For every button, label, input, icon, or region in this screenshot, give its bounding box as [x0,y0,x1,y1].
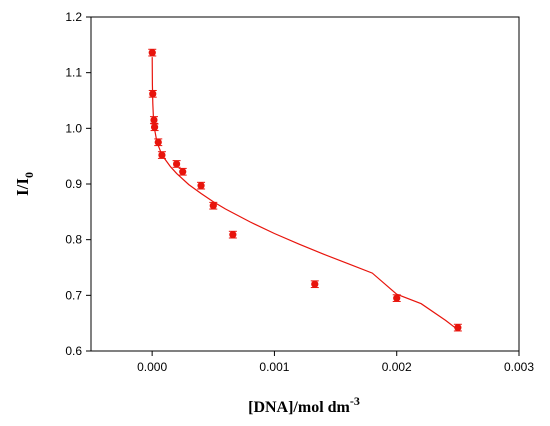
data-point [149,116,158,124]
data-point [178,167,187,176]
y-tick-label: 1.2 [65,10,82,24]
axis-ticks: 0.000 0.001 0.002 0.003 0.6 0.7 0.8 0.9 1.0 1.1 1.… [65,10,534,374]
data-point [154,138,163,147]
data-point [209,201,218,210]
fit-curve [151,57,459,331]
y-tick-label: 1.1 [65,66,82,80]
data-point [228,230,237,239]
data-points [148,48,462,332]
y-axis-title: I/I0 [13,172,36,196]
point-marker [197,182,205,190]
point-marker [154,138,162,146]
x-tick-label: 0.001 [259,360,289,374]
x-tick-label: 0.002 [382,360,412,374]
data-point [148,48,157,57]
data-point [392,294,401,302]
data-point [148,89,157,98]
data-point [150,123,159,132]
y-tick-label: 0.8 [65,233,82,247]
y-tick-label: 0.7 [65,288,82,302]
data-point [172,160,181,168]
point-marker [311,280,319,288]
y-tick-label: 0.6 [65,344,82,358]
point-marker [454,324,462,332]
point-marker [173,160,181,168]
x-axis-title-sup: -3 [350,394,360,408]
x-tick-label: 0.003 [504,360,534,374]
point-marker [229,231,237,239]
data-point [157,151,166,159]
x-axis-title-main: [DNA]/mol dm [248,399,350,416]
x-tick-label: 0.000 [137,360,167,374]
point-marker [179,168,187,176]
data-point [453,323,462,332]
point-marker [393,294,401,302]
y-axis-title-sub: 0 [22,172,36,178]
data-point [310,280,319,289]
point-marker [149,90,157,98]
x-axis-title: [DNA]/mol dm-3 [248,394,360,416]
point-marker [148,49,156,57]
point-marker [150,116,158,124]
point-marker [209,202,217,210]
y-axis-title-main: I/I [13,178,32,196]
point-marker [158,151,166,159]
plot-frame [90,16,520,352]
y-tick-label: 0.9 [65,177,82,191]
point-marker [150,123,159,131]
y-tick-label: 1.0 [65,121,82,135]
data-point [197,181,206,190]
